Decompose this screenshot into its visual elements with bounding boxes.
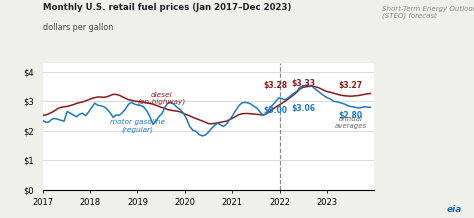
Text: motor gasoline
(regular): motor gasoline (regular) (110, 119, 165, 133)
Text: dollars per gallon: dollars per gallon (43, 23, 113, 32)
Text: $3.27: $3.27 (339, 81, 363, 90)
Text: Monthly U.S. retail fuel prices (Jan 2017–Dec 2023): Monthly U.S. retail fuel prices (Jan 201… (43, 3, 291, 12)
Text: diesel
(on-highway): diesel (on-highway) (137, 92, 185, 105)
Text: $3.33: $3.33 (292, 79, 315, 88)
Text: $3.06: $3.06 (292, 104, 315, 113)
Text: Short-Term Energy Outlook
(STEO) forecast: Short-Term Energy Outlook (STEO) forecas… (382, 5, 474, 19)
Text: $3.00: $3.00 (264, 106, 288, 115)
Text: eia: eia (447, 205, 462, 214)
Text: $3.28: $3.28 (264, 81, 288, 90)
Text: $2.80: $2.80 (339, 111, 363, 120)
Text: annual
averages: annual averages (335, 116, 367, 129)
